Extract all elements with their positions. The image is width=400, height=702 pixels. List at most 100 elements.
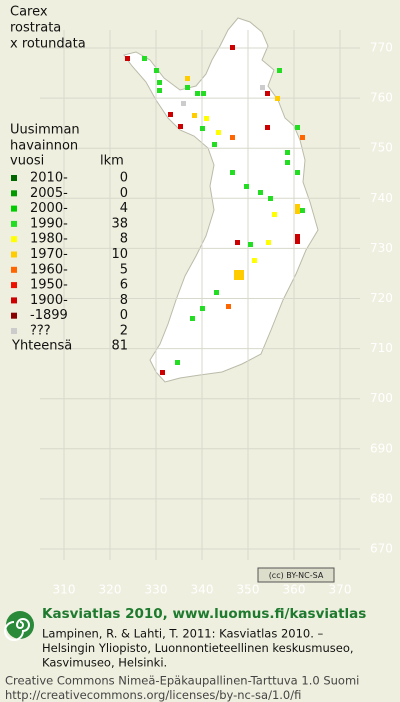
observation — [272, 212, 277, 217]
legend-count: 38 — [111, 216, 128, 231]
logo-spiral — [4, 618, 30, 641]
observation — [252, 258, 257, 263]
y-grid-label: 690 — [370, 441, 393, 455]
observation — [300, 208, 305, 213]
observation — [157, 88, 162, 93]
observation — [201, 91, 206, 96]
observation — [268, 196, 273, 201]
observations — [125, 45, 305, 375]
legend-count: 6 — [120, 278, 128, 293]
observation — [216, 130, 221, 135]
observation — [168, 112, 173, 117]
legend-swatch — [11, 251, 17, 258]
observation — [285, 150, 290, 155]
y-grid-label: 700 — [370, 391, 393, 405]
observation — [244, 184, 249, 189]
legend-label: -1899 — [30, 308, 68, 323]
observation — [248, 242, 253, 247]
observation — [235, 240, 240, 245]
observation — [295, 170, 300, 175]
legend-swatch — [11, 205, 17, 212]
legend-header: havainnon — [10, 139, 78, 154]
y-grid-label: 770 — [370, 41, 393, 55]
observation — [142, 56, 147, 61]
legend-label: 1950- — [30, 278, 68, 293]
legend-swatch — [11, 236, 17, 243]
observation — [181, 101, 186, 106]
observation — [200, 306, 205, 311]
legend-label: 1900- — [30, 293, 68, 308]
observation — [204, 116, 209, 121]
observation — [226, 304, 231, 309]
observation — [230, 170, 235, 175]
legend-swatch — [11, 297, 17, 304]
legend-count: 4 — [120, 201, 128, 216]
legend-header: vuosi — [10, 154, 44, 169]
observation — [200, 126, 205, 131]
y-grid-label: 680 — [370, 491, 393, 505]
x-grid-label: 350 — [237, 583, 260, 597]
observation — [212, 142, 217, 147]
legend-swatch — [11, 175, 17, 181]
logo-mark — [6, 611, 34, 639]
license-line: Creative Commons Nimeä-Epäkaupallinen-Ta… — [5, 674, 359, 688]
badge-frame — [257, 567, 335, 583]
legend-label: 1970- — [30, 247, 68, 262]
license-line: http://creativecommons.org/licenses/by-n… — [5, 688, 301, 702]
observation — [214, 290, 219, 295]
legend-count: 0 — [120, 308, 128, 323]
legend-label: 1990- — [30, 216, 68, 231]
citation-line: Kasvimuseo, Helsinki. — [42, 656, 167, 670]
observation — [295, 234, 300, 244]
legend-swatch — [11, 190, 17, 197]
footer: Kasviatlas 2010, www.luomus.fi/kasviatla… — [5, 606, 366, 702]
legend-count: 0 — [120, 186, 128, 201]
observation — [300, 135, 305, 140]
observation — [295, 125, 300, 130]
legend-count: 5 — [120, 262, 128, 277]
legend-label: 1960- — [30, 262, 68, 277]
footer-heading: Kasviatlas 2010, www.luomus.fi/kasviatla… — [42, 606, 366, 622]
observation — [295, 204, 300, 214]
observation — [265, 125, 270, 130]
finland-outline — [123, 17, 319, 383]
observation — [277, 68, 282, 73]
license-badge: (cc) BY-NC-SA — [257, 567, 335, 583]
observation — [178, 124, 183, 129]
legend-count: 10 — [111, 247, 128, 262]
total-count: 81 — [111, 339, 128, 354]
y-grid-label: 750 — [370, 141, 393, 155]
observation — [185, 76, 190, 81]
citation-line: Helsingin Yliopisto, Luonnontieteellinen… — [42, 641, 354, 655]
legend-swatch — [11, 282, 17, 289]
x-grid-label: 340 — [191, 583, 214, 597]
observation — [260, 85, 265, 90]
badge-text: (cc) BY-NC-SA — [269, 571, 324, 580]
title-line: Carex — [10, 5, 48, 20]
observation — [125, 56, 130, 61]
x-grid-label: 370 — [329, 583, 352, 597]
observation — [185, 85, 190, 90]
observation — [160, 370, 165, 375]
y-grid-label: 730 — [370, 241, 393, 255]
legend-label: 2000- — [30, 201, 68, 216]
observation — [230, 135, 235, 140]
legend-swatch — [11, 312, 17, 319]
observation — [190, 316, 195, 321]
x-grid-label: 320 — [99, 583, 122, 597]
observation — [154, 68, 159, 73]
legend-label: 2010- — [30, 171, 68, 186]
y-grid-label: 760 — [370, 91, 393, 105]
legend-header: lkm — [100, 154, 124, 169]
title-line: rostrata — [10, 21, 61, 36]
legend-header: Uusimman — [10, 123, 80, 138]
legend-label: 2005- — [30, 186, 68, 201]
citation-line: Lampinen, R. & Lahti, T. 2011: Kasviatla… — [42, 627, 324, 641]
logo — [4, 611, 34, 641]
total-label: Yhteensä — [11, 339, 72, 354]
observation — [234, 270, 244, 280]
observation — [275, 96, 280, 101]
